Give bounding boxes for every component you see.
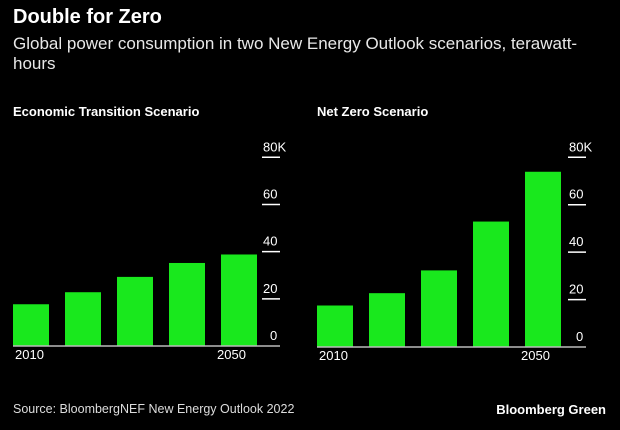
y-tick-label: 20	[263, 281, 277, 296]
x-tick-label: 2050	[217, 347, 246, 362]
bar-2040	[473, 221, 509, 347]
bar-2020	[369, 293, 405, 347]
bar-2040	[169, 262, 205, 346]
right-panel-title: Net Zero Scenario	[317, 104, 429, 119]
bar-2010	[317, 305, 353, 347]
y-tick-label: 60	[263, 186, 277, 201]
y-tick-label: 60	[569, 187, 583, 202]
x-tick-label: 2010	[15, 347, 44, 362]
bar-2050	[221, 254, 257, 346]
y-tick-label: 20	[569, 282, 583, 297]
y-tick-label: 40	[569, 234, 583, 249]
x-tick-label: 2010	[319, 348, 348, 363]
bar-2050	[525, 171, 561, 347]
source-note: Source: BloombergNEF New Energy Outlook …	[13, 402, 295, 416]
x-tick-label: 2050	[521, 348, 550, 363]
chart-subtitle: Global power consumption in two New Ener…	[13, 34, 578, 73]
y-tick-label: 80K	[569, 139, 592, 154]
left-panel-title: Economic Transition Scenario	[13, 104, 200, 119]
brand-logo: Bloomberg Green	[496, 402, 606, 417]
bar-2030	[421, 270, 457, 347]
bar-2010	[13, 304, 49, 346]
bar-2030	[117, 276, 153, 346]
y-tick-label: 0	[576, 329, 583, 344]
y-tick-label: 40	[263, 234, 277, 249]
y-tick-label: 0	[270, 328, 277, 343]
chart-title: Double for Zero	[13, 6, 162, 28]
bar-2020	[65, 292, 101, 346]
y-tick-label: 80K	[263, 139, 286, 154]
